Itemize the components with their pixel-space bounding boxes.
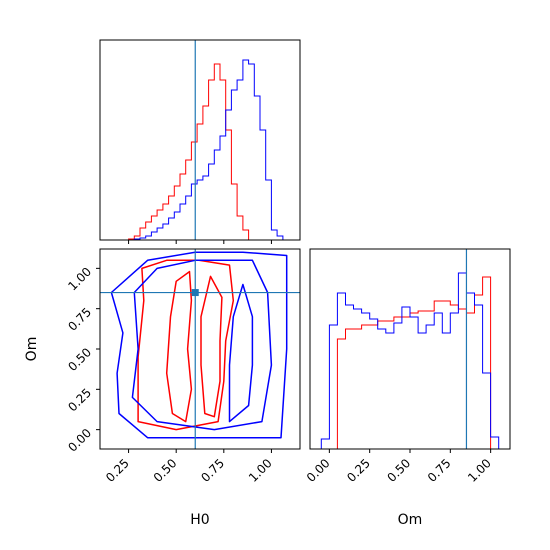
contour-red-0 [137, 259, 235, 431]
tick-label-h0-0: 0.25 [103, 456, 132, 485]
hist-h0-red-line [128, 63, 283, 241]
panel-hist-om: 0.00 0.25 0.50 0.75 1.00 [304, 248, 511, 485]
contour-red-2 [200, 275, 223, 418]
tick-label-h0-3: 1.00 [246, 456, 275, 485]
ticks-om-hist: 0.00 0.25 0.50 0.75 1.00 [304, 449, 494, 485]
truth-marker [191, 289, 199, 297]
ticks-h0-top [128, 240, 272, 244]
tick-label-om-left-3: 0.75 [65, 305, 94, 334]
hist-om-red-line [321, 276, 499, 450]
ticks-2d: 0.25 0.50 0.75 1.00 0.00 0.25 0.50 0.75 1.00 [65, 265, 274, 485]
contour-blue-0 [110, 251, 288, 439]
contour-red-1 [165, 270, 193, 423]
hist-h0-blue-line [128, 59, 284, 241]
tick-label-om-bottom-0: 0.00 [304, 456, 333, 485]
tick-label-om-left-4: 1.00 [65, 265, 94, 294]
tick-label-om-bottom-2: 0.50 [385, 456, 414, 485]
contours-red-series [137, 259, 235, 431]
tick-label-om-bottom-3: 0.75 [425, 456, 454, 485]
tick-label-h0-2: 0.75 [198, 456, 227, 485]
xlabel-om: Om [398, 512, 423, 528]
contour-blue-2 [228, 283, 254, 423]
hist-om-blue-line [320, 272, 500, 449]
tick-label-om-left-0: 0.00 [65, 426, 94, 455]
hist-om-blue-series [320, 272, 500, 449]
panel-hist-h0 [99, 39, 301, 244]
xlabel-h0: H0 [190, 512, 209, 528]
tick-label-h0-1: 0.50 [151, 456, 180, 485]
tick-label-om-left-1: 0.25 [65, 386, 94, 415]
panel-2d: 0.25 0.50 0.75 1.00 0.00 0.25 0.50 0.75 1.00 [65, 248, 301, 485]
tick-label-om-bottom-1: 0.25 [344, 456, 373, 485]
contour-blue-1 [131, 259, 273, 431]
hist-h0-red-series [128, 63, 283, 241]
contours-blue-series [110, 251, 288, 439]
hist-h0-blue-series [128, 59, 284, 241]
tick-label-om-left-2: 0.50 [65, 345, 94, 374]
tick-label-om-bottom-4: 1.00 [465, 456, 494, 485]
hist-om-red-series [321, 276, 499, 450]
ylabel-om: Om [24, 337, 40, 362]
